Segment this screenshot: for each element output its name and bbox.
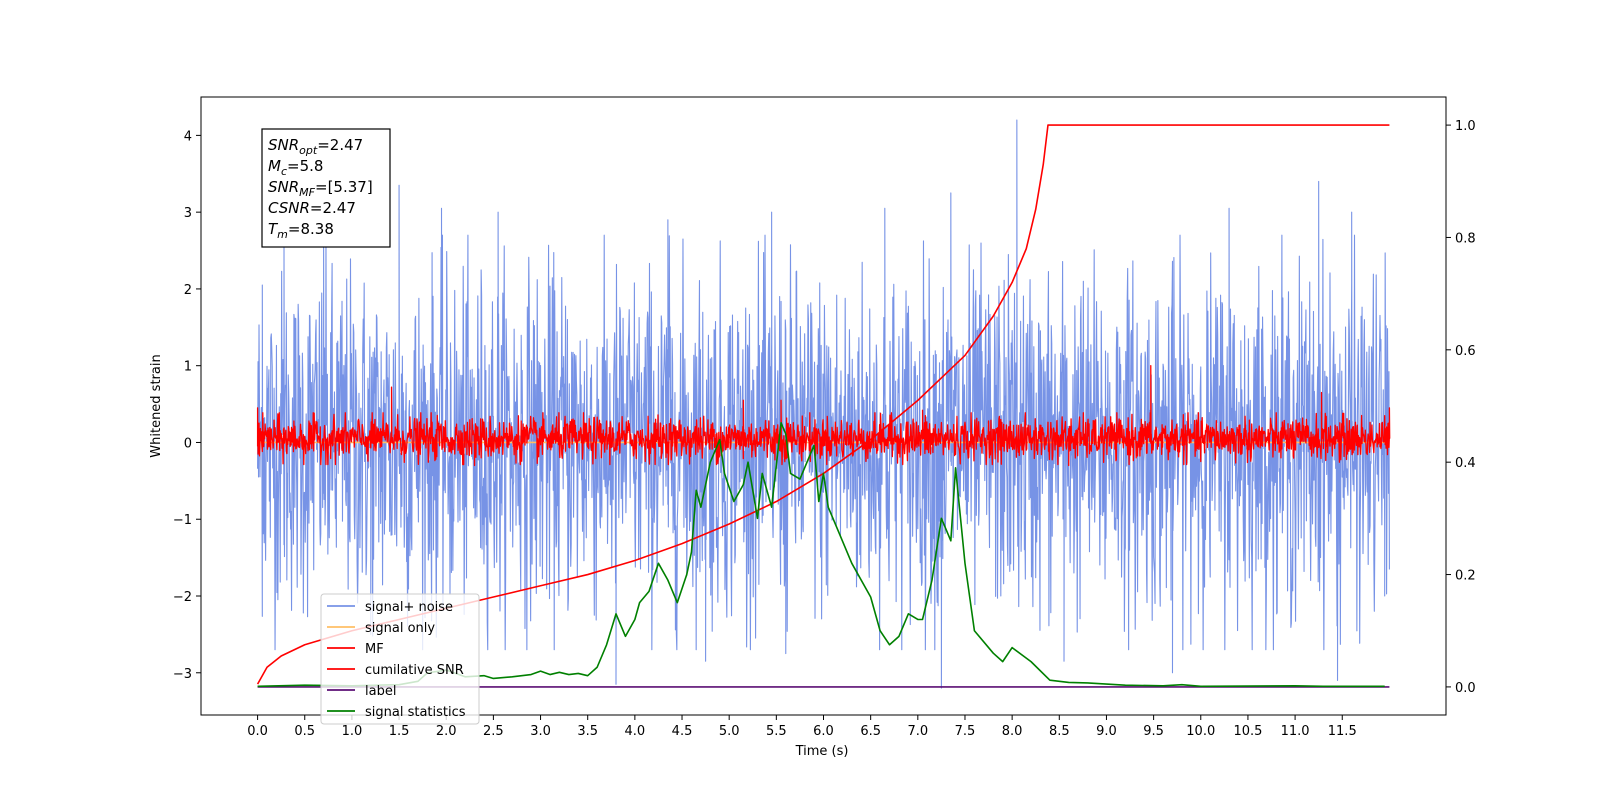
x-tick-label: 3.5 <box>577 724 598 739</box>
x-tick-label: 2.5 <box>483 724 504 739</box>
y2-tick-label: 0.0 <box>1455 681 1476 696</box>
y-axis-left: −3 −2 −1 0 1 2 3 4 <box>173 129 201 682</box>
legend-label: label <box>365 684 396 699</box>
x-tick-label: 11.5 <box>1328 724 1357 739</box>
y-axis-right: 0.0 0.2 0.4 0.6 0.8 1.0 <box>1446 119 1476 696</box>
stat-line: Tm=8.38 <box>268 220 334 241</box>
x-tick-label: 4.0 <box>625 724 646 739</box>
x-tick-label: 1.5 <box>389 724 410 739</box>
x-tick-label: 8.0 <box>1002 724 1023 739</box>
x-tick-label: 0.0 <box>247 724 268 739</box>
series-line-mf <box>256 365 1391 467</box>
y2-tick-label: 0.2 <box>1455 569 1476 584</box>
legend-label: signal only <box>365 621 435 636</box>
x-tick-label: 7.5 <box>955 724 976 739</box>
x-tick-label: 8.5 <box>1049 724 1070 739</box>
x-tick-label: 10.0 <box>1186 724 1215 739</box>
x-tick-label: 9.5 <box>1143 724 1164 739</box>
y2-tick-label: 1.0 <box>1455 119 1476 134</box>
y2-tick-label: 0.8 <box>1455 231 1476 246</box>
x-tick-label: 6.5 <box>860 724 881 739</box>
x-tick-label: 5.0 <box>719 724 740 739</box>
x-tick-label: 9.0 <box>1096 724 1117 739</box>
y-tick-label: 2 <box>184 283 192 298</box>
x-tick-label: 0.5 <box>294 724 315 739</box>
y-tick-label: 1 <box>184 360 192 375</box>
x-tick-label: 7.0 <box>907 724 928 739</box>
y2-tick-label: 0.6 <box>1455 344 1476 359</box>
x-tick-label: 5.5 <box>766 724 787 739</box>
y-axis-label: Whitened strain <box>149 354 164 457</box>
x-axis: 0.0 0.5 1.0 1.5 2.0 2.5 3.0 3.5 4.0 4.5 5.0 5.5 6.0 6… <box>247 715 1357 739</box>
legend-label: cumilative SNR <box>365 663 464 678</box>
stat-line: Mc=5.8 <box>268 157 323 178</box>
y-tick-label: −3 <box>173 667 192 682</box>
x-tick-label: 6.0 <box>813 724 834 739</box>
y-tick-label: 0 <box>184 436 192 451</box>
y-tick-label: 3 <box>184 206 192 221</box>
y-tick-label: 4 <box>184 129 192 144</box>
x-tick-label: 3.0 <box>530 724 551 739</box>
x-tick-label: 2.0 <box>436 724 457 739</box>
legend: signal+ noise signal only MF cumilative SNR… <box>320 593 480 725</box>
y-tick-label: −2 <box>173 590 192 605</box>
legend-label: signal statistics <box>365 705 466 720</box>
series-line-signal-statistics <box>257 422 1385 688</box>
y-tick-label: −1 <box>173 513 192 528</box>
stat-line: SNRMF=[5.37] <box>268 178 373 199</box>
legend-label: signal+ noise <box>365 600 453 615</box>
x-tick-label: 10.5 <box>1233 724 1262 739</box>
legend-label: MF <box>365 642 384 657</box>
stat-line: SNRopt=2.47 <box>268 136 363 157</box>
stats-box-frame <box>261 128 391 248</box>
stat-line: CSNR=2.47 <box>268 199 356 217</box>
x-tick-label: 11.0 <box>1281 724 1310 739</box>
x-tick-label: 4.5 <box>672 724 693 739</box>
x-tick-label: 1.0 <box>342 724 363 739</box>
x-axis-label: Time (s) <box>795 744 849 759</box>
legend-frame <box>320 593 480 725</box>
y2-tick-label: 0.4 <box>1455 456 1476 471</box>
